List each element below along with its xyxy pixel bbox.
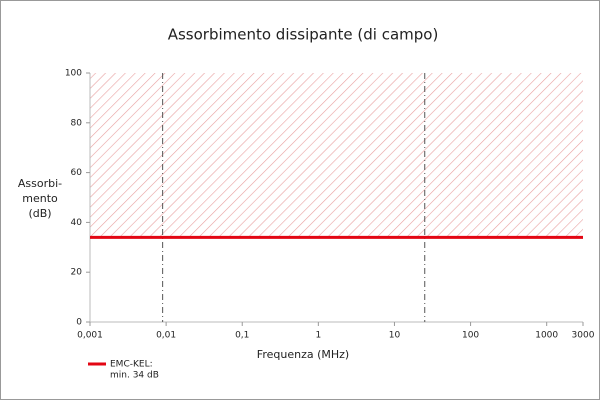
x-tick-label: 10 <box>389 331 401 341</box>
x-tick-label: 100 <box>462 331 479 341</box>
x-tick-label: 0,001 <box>77 331 103 341</box>
legend-label: EMC-KEL: <box>110 360 153 370</box>
y-axis-title: Assorbi- <box>18 177 62 190</box>
y-tick-label: 60 <box>71 168 83 178</box>
y-axis-title: mento <box>22 192 58 205</box>
y-tick-label: 40 <box>71 218 83 228</box>
y-axis-title: (dB) <box>28 207 51 220</box>
x-tick-label: 0,1 <box>235 331 249 341</box>
x-tick-label: 3000 <box>572 331 595 341</box>
y-tick-label: 80 <box>71 118 83 128</box>
hatch-area <box>90 73 583 238</box>
x-axis-title: Frequenza (MHz) <box>257 348 349 361</box>
y-tick-label: 20 <box>71 268 83 278</box>
x-tick-label: 1000 <box>535 331 558 341</box>
chart-title: Assorbimento dissipante (di campo) <box>168 26 439 44</box>
x-tick-label: 0,01 <box>156 331 176 341</box>
y-tick-label: 100 <box>65 69 82 79</box>
y-tick-label: 0 <box>76 318 82 328</box>
x-tick-label: 1 <box>315 331 321 341</box>
legend-note: min. 34 dB <box>110 371 159 381</box>
